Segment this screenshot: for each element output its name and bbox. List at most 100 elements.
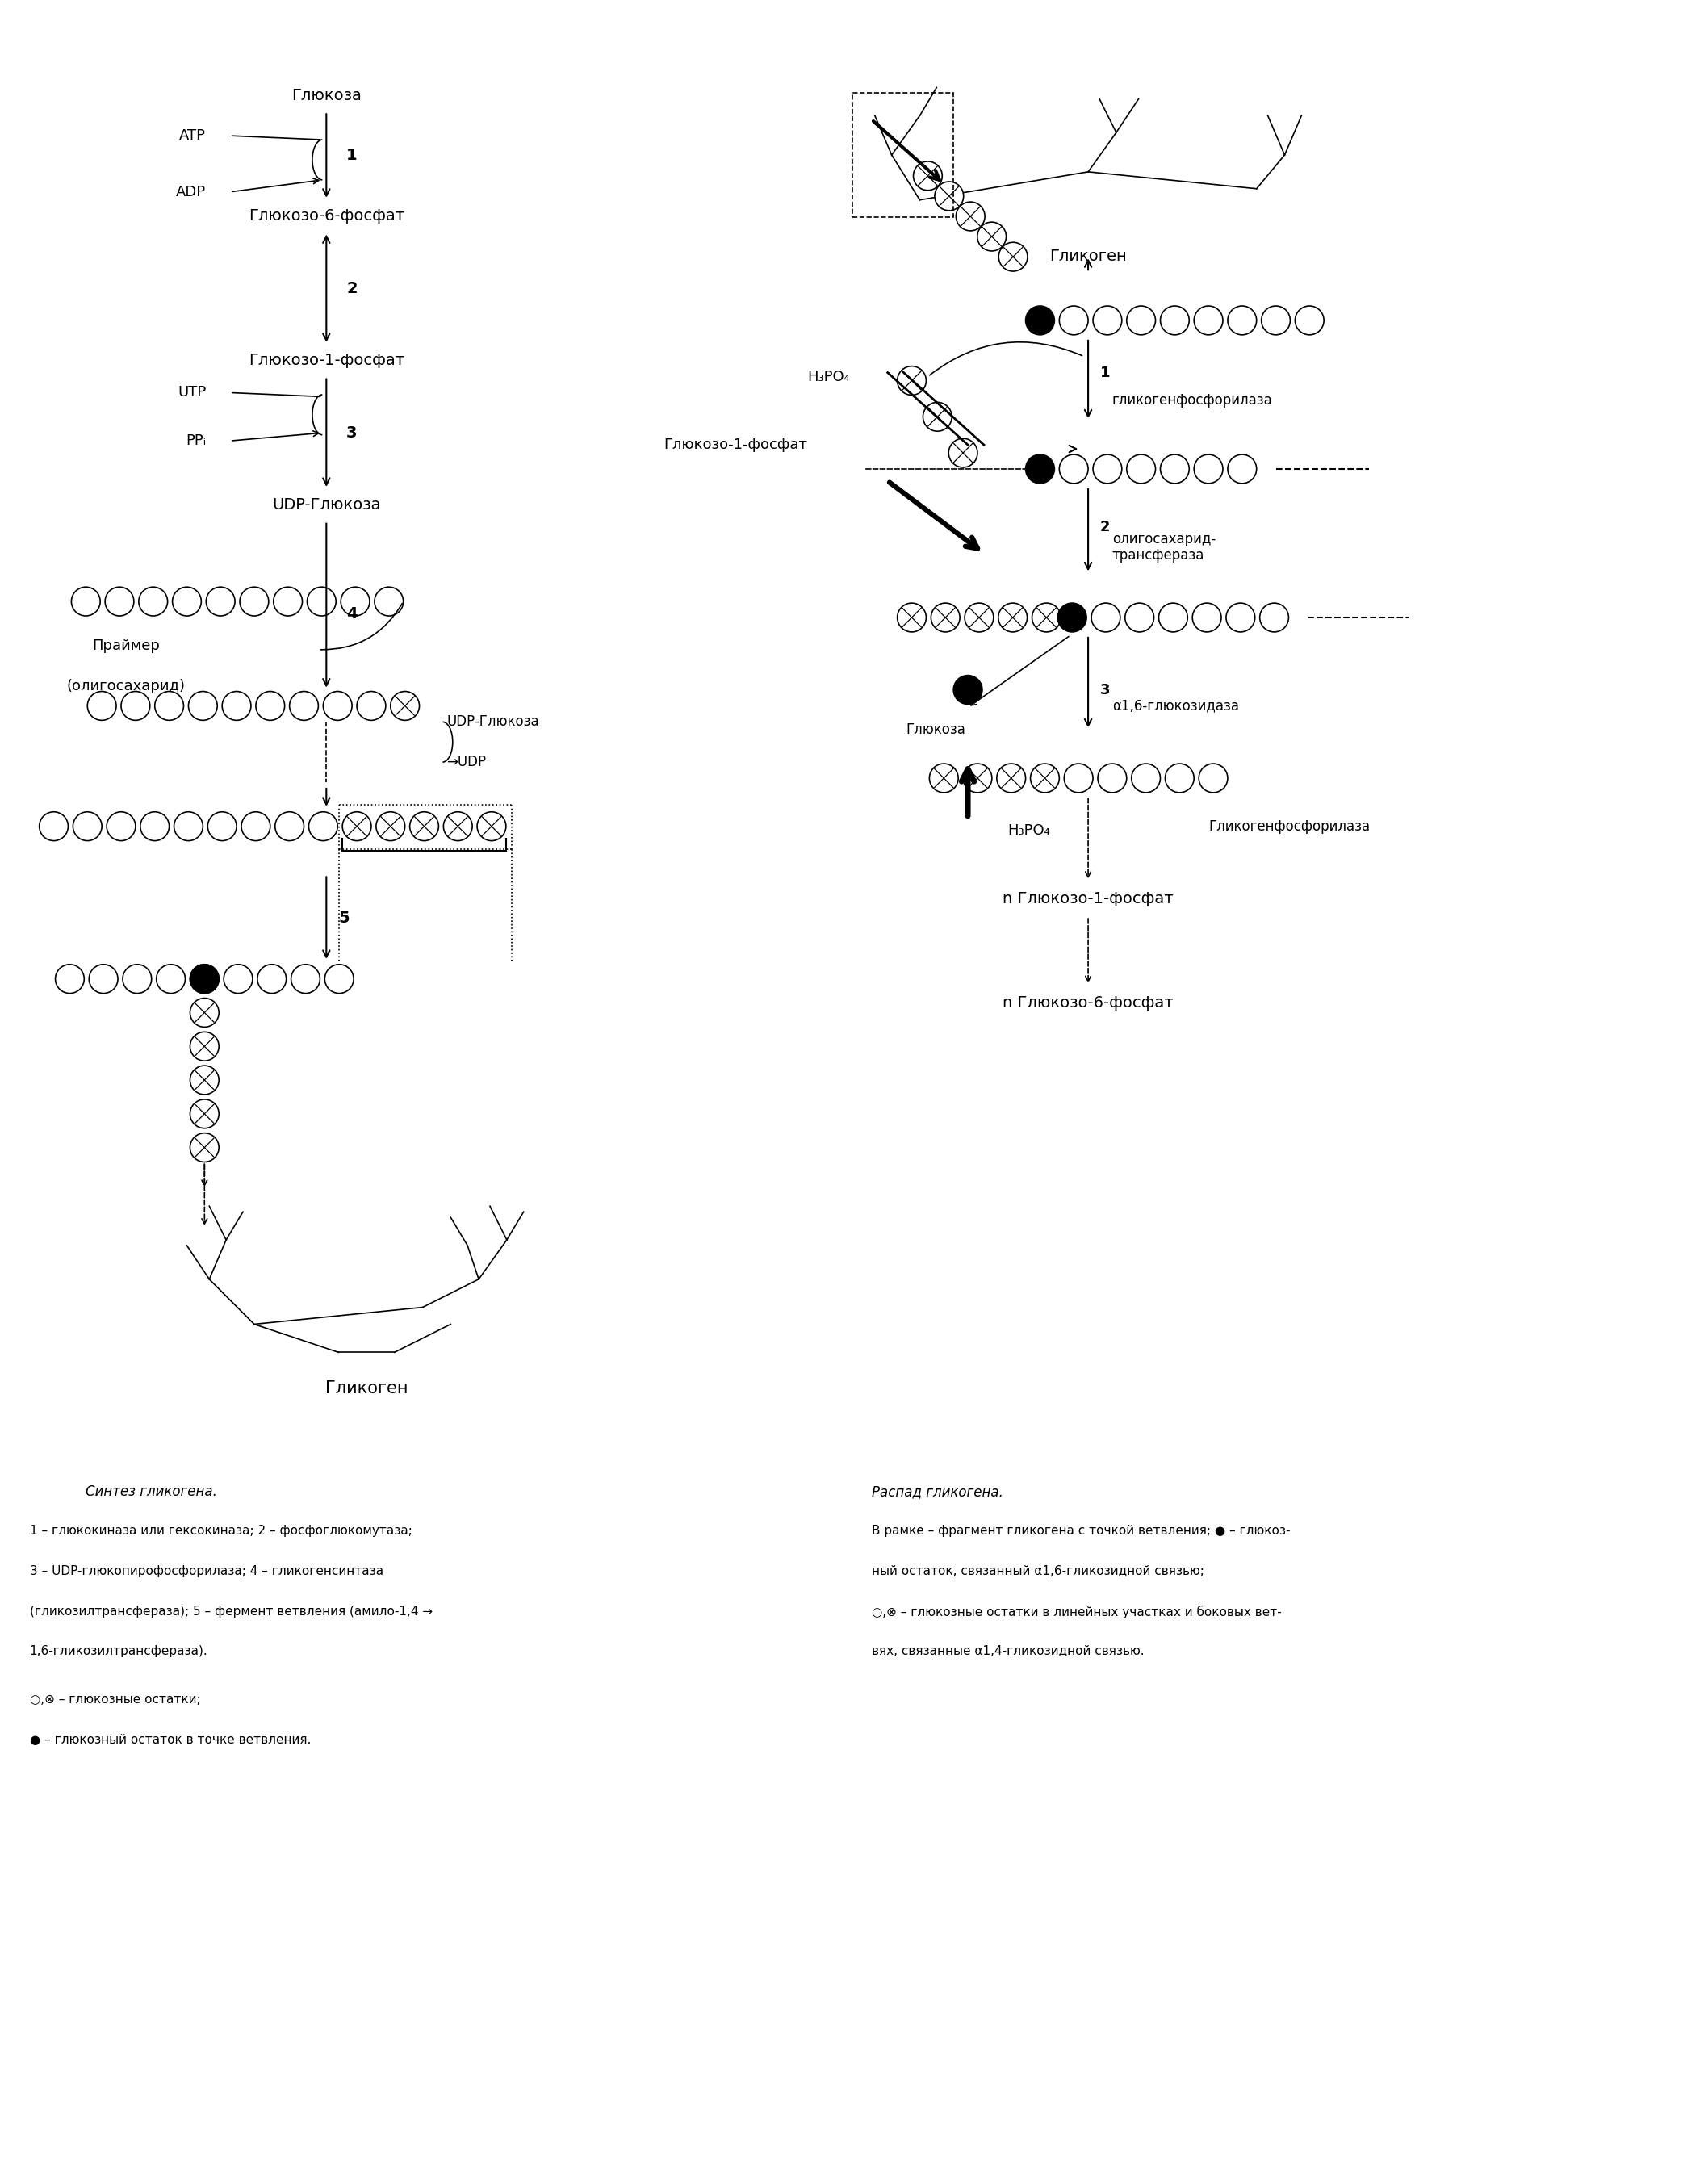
Circle shape	[1059, 454, 1088, 482]
Circle shape	[239, 587, 268, 615]
Circle shape	[1194, 454, 1223, 482]
Circle shape	[55, 965, 84, 993]
Text: Распад гликогена.: Распад гликогена.	[871, 1484, 1003, 1499]
Text: Гликогенфосфорилаза: Гликогенфосфорилаза	[1209, 819, 1370, 834]
Circle shape	[104, 587, 133, 615]
Circle shape	[948, 439, 977, 467]
Circle shape	[155, 691, 184, 719]
Circle shape	[275, 813, 304, 841]
Text: ○,⊗ – глюкозные остатки в линейных участках и боковых вет-: ○,⊗ – глюкозные остатки в линейных участ…	[871, 1606, 1281, 1619]
Circle shape	[138, 587, 167, 615]
Circle shape	[72, 587, 101, 615]
Circle shape	[1228, 306, 1257, 335]
Circle shape	[1261, 604, 1288, 632]
Circle shape	[999, 604, 1027, 632]
Circle shape	[997, 763, 1025, 793]
Text: 3: 3	[347, 426, 357, 441]
Circle shape	[1160, 306, 1189, 335]
Circle shape	[258, 965, 287, 993]
Circle shape	[922, 402, 951, 430]
Circle shape	[929, 763, 958, 793]
Text: UDP-Глюкоза: UDP-Глюкоза	[272, 498, 381, 513]
Circle shape	[39, 813, 68, 841]
Circle shape	[307, 587, 336, 615]
Bar	[852, 93, 953, 217]
Circle shape	[1261, 306, 1290, 335]
Text: Глюкозо-1-фосфат: Глюкозо-1-фосфат	[248, 352, 405, 367]
Circle shape	[1059, 306, 1088, 335]
Circle shape	[953, 676, 982, 704]
Circle shape	[1192, 604, 1221, 632]
Circle shape	[289, 691, 318, 719]
Text: n Глюкозо-6-фосфат: n Глюкозо-6-фосфат	[1003, 995, 1173, 1010]
Circle shape	[1032, 604, 1061, 632]
Circle shape	[357, 691, 386, 719]
Circle shape	[965, 604, 994, 632]
Text: 5: 5	[338, 910, 350, 926]
Text: 1: 1	[1100, 365, 1110, 380]
Circle shape	[1160, 454, 1189, 482]
Circle shape	[1098, 763, 1127, 793]
Circle shape	[222, 691, 251, 719]
Circle shape	[1025, 454, 1054, 482]
Text: Гликоген: Гликоген	[325, 1380, 408, 1397]
Text: 1 – глюкокиназа или гексокиназа; 2 – фосфоглюкомутаза;: 1 – глюкокиназа или гексокиназа; 2 – фос…	[29, 1525, 412, 1536]
Text: Гликоген: Гликоген	[1049, 248, 1127, 263]
Circle shape	[1194, 306, 1223, 335]
Text: олигосахарид-
трансфераза: олигосахарид- трансфераза	[1112, 532, 1216, 563]
Circle shape	[188, 691, 217, 719]
Text: Глюкоза: Глюкоза	[292, 87, 362, 102]
Circle shape	[190, 1065, 219, 1095]
Circle shape	[241, 813, 270, 841]
Circle shape	[1093, 454, 1122, 482]
Circle shape	[931, 604, 960, 632]
Circle shape	[410, 813, 439, 841]
Circle shape	[391, 691, 420, 719]
Circle shape	[977, 222, 1006, 252]
Circle shape	[1025, 306, 1054, 335]
Text: Праймер: Праймер	[92, 639, 161, 652]
Circle shape	[374, 587, 403, 615]
Text: ● – глюкозный остаток в точке ветвления.: ● – глюкозный остаток в точке ветвления.	[29, 1734, 311, 1745]
Circle shape	[89, 965, 118, 993]
Text: Синтез гликогена.: Синтез гликогена.	[85, 1484, 217, 1499]
Circle shape	[173, 587, 202, 615]
Text: Глюкозо-1-фосфат: Глюкозо-1-фосфат	[664, 437, 808, 452]
Text: ADP: ADP	[176, 185, 207, 200]
Circle shape	[934, 183, 963, 211]
Circle shape	[325, 965, 354, 993]
Circle shape	[1295, 306, 1324, 335]
Circle shape	[1030, 763, 1059, 793]
Circle shape	[73, 813, 102, 841]
Circle shape	[190, 965, 219, 993]
Text: ○,⊗ – глюкозные остатки;: ○,⊗ – глюкозные остатки;	[29, 1693, 200, 1706]
Circle shape	[106, 813, 135, 841]
Circle shape	[1127, 306, 1156, 335]
Text: ный остаток, связанный α1,6-гликозидной связью;: ный остаток, связанный α1,6-гликозидной …	[871, 1565, 1204, 1578]
Circle shape	[1228, 454, 1257, 482]
Circle shape	[1064, 763, 1093, 793]
Circle shape	[1127, 454, 1156, 482]
Text: В рамке – фрагмент гликогена с точкой ветвления; ● – глюкоз-: В рамке – фрагмент гликогена с точкой ве…	[871, 1525, 1290, 1536]
Text: 2: 2	[347, 280, 357, 296]
Circle shape	[1057, 604, 1086, 632]
Circle shape	[190, 965, 219, 993]
Circle shape	[309, 813, 338, 841]
Circle shape	[207, 587, 236, 615]
Text: Глюкоза: Глюкоза	[905, 724, 965, 737]
Circle shape	[914, 161, 943, 191]
Circle shape	[1131, 763, 1160, 793]
Circle shape	[273, 587, 302, 615]
Text: UDP-Глюкоза: UDP-Глюкоза	[447, 715, 540, 730]
Text: (гликозилтрансфераза); 5 – фермент ветвления (амило-1,4 →: (гликозилтрансфераза); 5 – фермент ветвл…	[29, 1606, 432, 1617]
Text: α1,6-глюкозидаза: α1,6-глюкозидаза	[1112, 698, 1238, 713]
Circle shape	[897, 367, 926, 395]
Circle shape	[1226, 604, 1255, 632]
Circle shape	[1158, 604, 1187, 632]
Text: 3: 3	[1100, 682, 1110, 698]
Circle shape	[956, 202, 986, 230]
Circle shape	[157, 965, 184, 993]
Text: H₃PO₄: H₃PO₄	[808, 369, 851, 385]
Circle shape	[999, 243, 1028, 272]
Circle shape	[290, 965, 319, 993]
